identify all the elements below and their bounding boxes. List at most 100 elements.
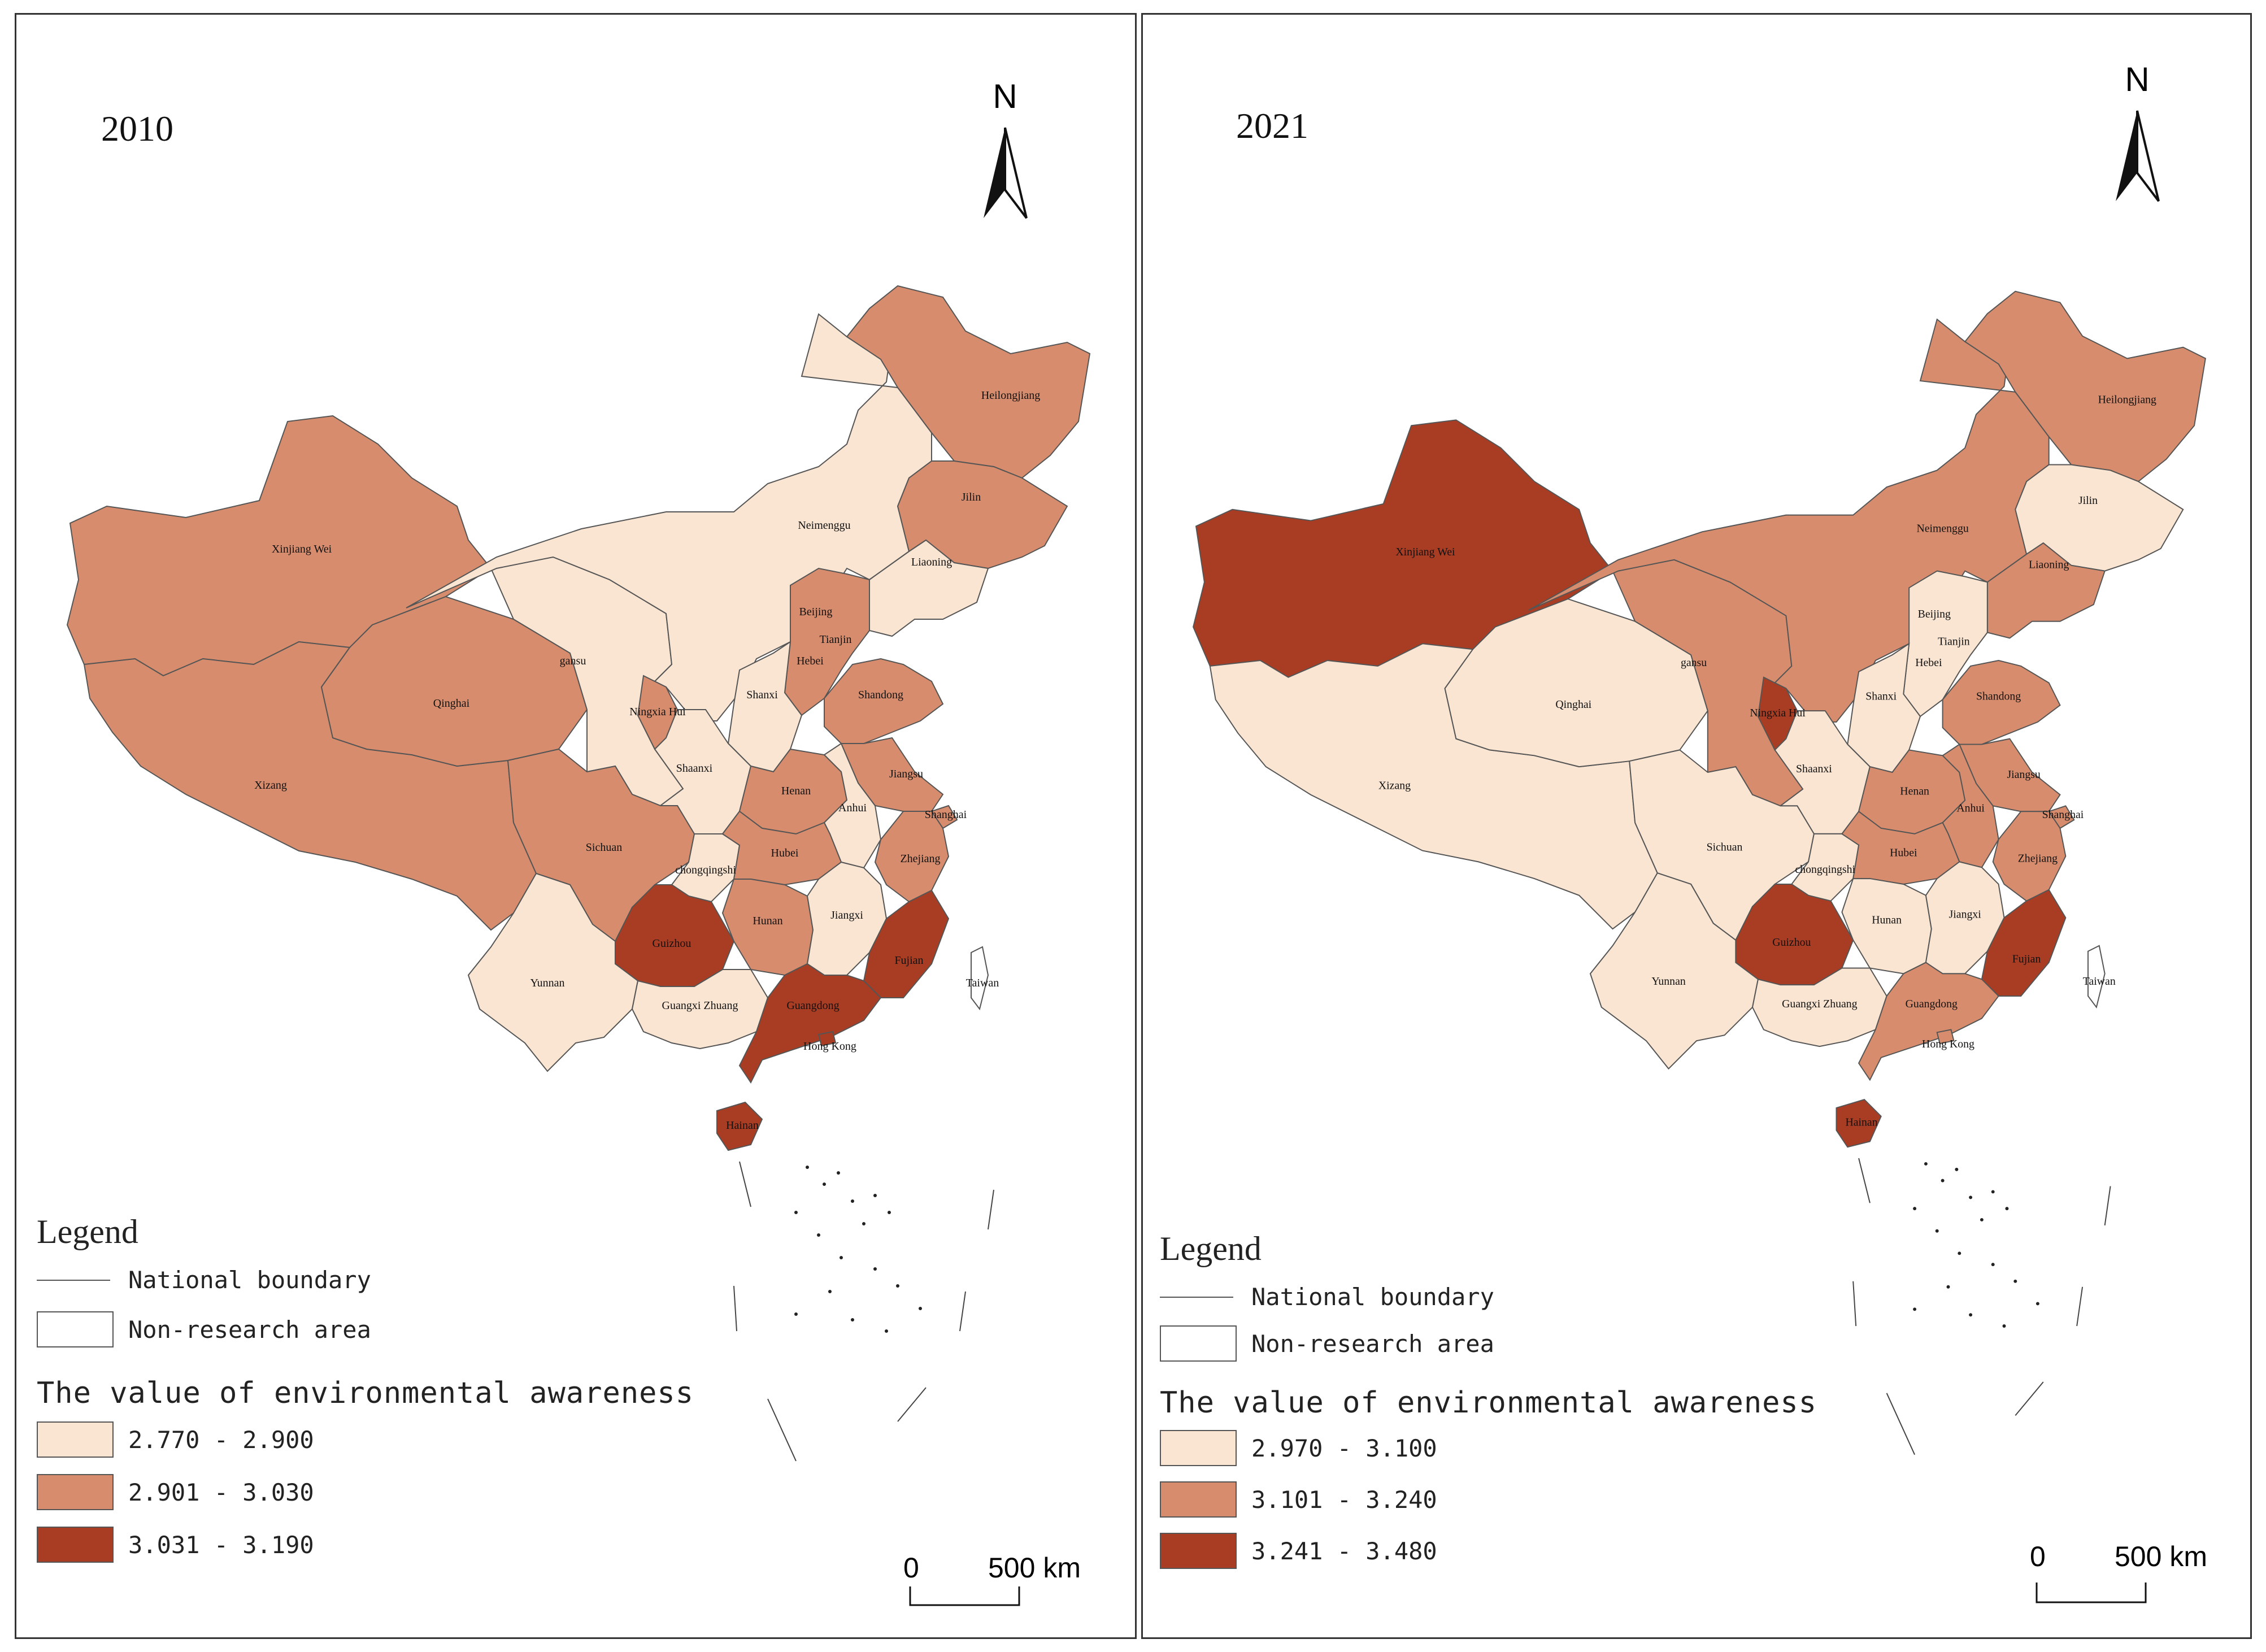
map-panel-2010: 2010 N Xinjiang Wei Xizang Qinghai gansu Nei… — [15, 13, 1137, 1639]
province-label-qinghai: Qinghai — [433, 697, 470, 710]
legend-swatch-low — [1160, 1430, 1237, 1466]
legend-class-3-label: 3.031 - 3.190 — [128, 1531, 314, 1559]
province-label-shanxi: Shanxi — [1865, 690, 1897, 702]
island-dot — [851, 1318, 854, 1321]
legend-swatch-high — [37, 1527, 114, 1563]
legend-national-boundary: National boundary — [37, 1266, 371, 1294]
province-label-hongkong: Hong Kong — [1922, 1038, 1974, 1050]
legend-class-1-label: 2.970 - 3.100 — [1251, 1434, 1437, 1462]
legend-value-title: The value of environmental awareness — [37, 1376, 694, 1410]
legend-class-1: 2.770 - 2.900 — [37, 1421, 314, 1458]
legend-class-3: 3.031 - 3.190 — [37, 1527, 314, 1563]
legend-class-3-label: 3.241 - 3.480 — [1251, 1537, 1437, 1565]
legend-national-boundary: National boundary — [1160, 1283, 1494, 1311]
province-shandong — [824, 658, 944, 744]
island-dot — [837, 1171, 840, 1175]
island-dot — [1935, 1229, 1939, 1233]
province-label-chongqing: chongqingshi — [675, 864, 736, 876]
province-label-shandong: Shandong — [858, 689, 903, 701]
year-label: 2010 — [101, 108, 173, 149]
island-dot — [828, 1290, 832, 1293]
province-label-anhui: Anhui — [1956, 802, 1985, 814]
province-label-guangxi: Guangxi Zhuang — [662, 999, 738, 1012]
legend-value-title: The value of environmental awareness — [1160, 1386, 1817, 1420]
legend-national-boundary-label: National boundary — [1251, 1283, 1494, 1311]
province-label-beijing: Beijing — [1918, 608, 1951, 620]
province-label-sichuan: Sichuan — [1707, 841, 1743, 854]
china-map: Xinjiang Wei Xizang Qinghai gansu Neimenggu H… — [1193, 290, 2206, 1455]
province-label-ningxia: Ningxia Hui — [629, 706, 686, 718]
legend-non-research: Non-research area — [1160, 1325, 1494, 1362]
province-label-neimenggu: Neimenggu — [798, 519, 850, 532]
island-dot — [806, 1166, 809, 1169]
province-label-chongqing: chongqingshi — [1795, 863, 1855, 876]
province-label-jiangsu: Jiangsu — [2007, 768, 2040, 781]
province-label-xinjiang: Xinjiang Wei — [1395, 546, 1455, 558]
island-dot — [817, 1233, 820, 1237]
island-dot — [1991, 1190, 1995, 1194]
province-label-jiangxi: Jiangxi — [1949, 908, 1982, 920]
province-label-zhejiang: Zhejiang — [900, 853, 940, 865]
province-label-shanghai: Shanghai — [925, 808, 967, 821]
island-dot — [840, 1256, 843, 1259]
province-label-hainan: Hainan — [1845, 1116, 1877, 1129]
province-label-guizhou: Guizhou — [1772, 936, 1811, 949]
island-dot — [1969, 1313, 1973, 1317]
boundary-line-swatch — [1160, 1296, 1233, 1298]
province-label-neimenggu: Neimenggu — [1916, 522, 1968, 534]
legend-class-3: 3.241 - 3.480 — [1160, 1533, 1437, 1569]
scale-distance: 500 km — [2115, 1541, 2207, 1572]
scale-bar: 0 500 km — [903, 1551, 1118, 1619]
north-arrow: N — [977, 77, 1033, 224]
north-arrow-label: N — [993, 77, 1017, 115]
island-dot — [896, 1284, 899, 1288]
scale-bar: 0 500 km — [2030, 1540, 2245, 1614]
province-label-shanxi: Shanxi — [746, 689, 778, 701]
nine-dash-line — [733, 1161, 994, 1462]
province-label-ningxia: Ningxia Hui — [1750, 707, 1806, 719]
province-liaoning — [869, 539, 989, 637]
island-dot — [2005, 1207, 2009, 1211]
province-hongkong — [817, 1031, 837, 1047]
province-yunnan — [467, 872, 639, 1072]
province-guangdong — [738, 963, 882, 1084]
province-zhejiang — [874, 811, 950, 903]
legend-swatch-low — [37, 1421, 114, 1458]
province-hainan — [716, 1101, 763, 1151]
province-label-hunan: Hunan — [1872, 914, 1902, 926]
island-dot — [1913, 1207, 1917, 1211]
nine-dash-line — [1852, 1158, 2111, 1455]
province-label-yunnan: Yunnan — [530, 977, 564, 989]
north-arrow-label: N — [2125, 60, 2150, 98]
legend-swatch-mid — [1160, 1481, 1237, 1518]
legend-non-research-label: Non-research area — [128, 1315, 371, 1344]
province-heilongjiang — [846, 285, 1091, 479]
province-label-zhejiang: Zhejiang — [2018, 852, 2058, 864]
province-label-jilin: Jilin — [2078, 494, 2098, 507]
province-label-taiwan: Taiwan — [966, 977, 999, 989]
island-dot — [919, 1307, 922, 1310]
province-label-liaoning: Liaoning — [911, 556, 952, 568]
province-taiwan — [2087, 945, 2106, 1009]
province-label-jilin: Jilin — [962, 491, 981, 503]
province-label-guangxi: Guangxi Zhuang — [1782, 998, 1858, 1010]
non-research-swatch — [37, 1311, 114, 1347]
north-arrow-icon — [984, 127, 1028, 219]
legend-non-research-label: Non-research area — [1251, 1329, 1494, 1358]
legend-class-2: 3.101 - 3.240 — [1160, 1481, 1437, 1518]
province-zhejiang — [1992, 811, 2067, 902]
island-dot — [1941, 1179, 1945, 1183]
legend-class-2-label: 3.101 - 3.240 — [1251, 1485, 1437, 1514]
province-label-beijing: Beijing — [799, 606, 833, 618]
island-dot — [2013, 1279, 2017, 1283]
island-dot — [1969, 1195, 1973, 1199]
province-label-shanghai: Shanghai — [2042, 808, 2084, 821]
island-dot — [794, 1211, 798, 1214]
province-label-hebei: Hebei — [1915, 657, 1942, 669]
province-label-liaoning: Liaoning — [2029, 559, 2069, 571]
province-guangdong — [1858, 962, 1999, 1081]
island-dot — [873, 1194, 877, 1197]
island-dot — [1991, 1263, 1995, 1267]
province-label-gansu: gansu — [560, 655, 586, 667]
province-label-guangdong: Guangdong — [1906, 998, 1958, 1010]
